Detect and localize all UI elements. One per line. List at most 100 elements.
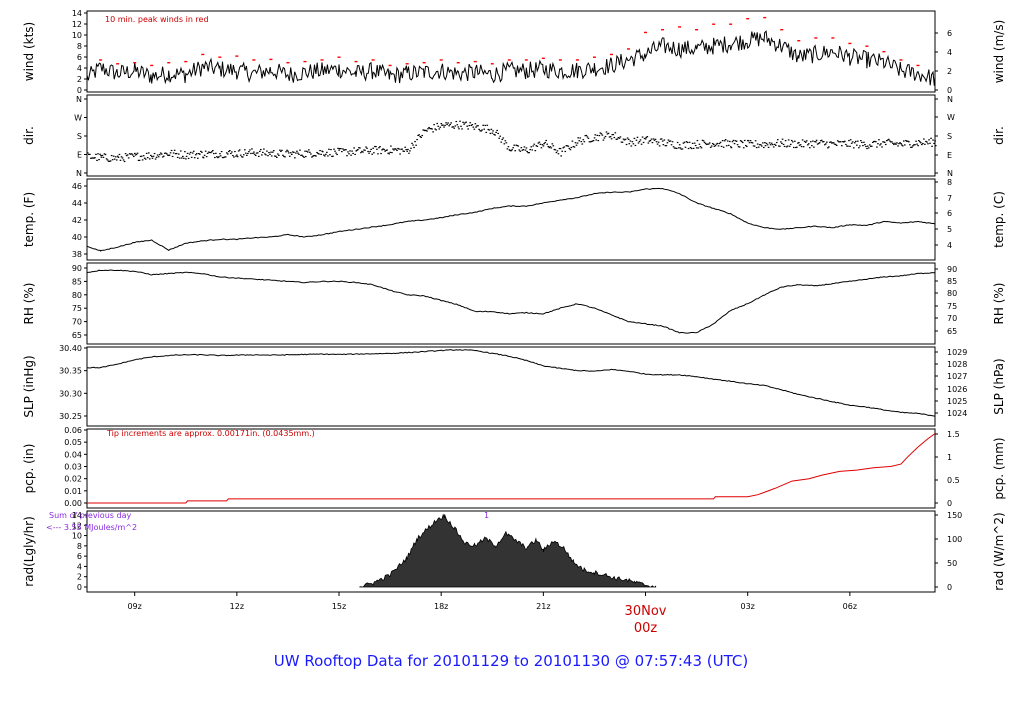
direction-point — [870, 145, 873, 147]
panel-temp: temp. (F) temp. (C) 38 40 42 44 46 4 5 6 7 8 — [22, 178, 1006, 261]
direction-point — [572, 145, 575, 148]
x-tick-label: 09z — [127, 602, 141, 611]
direction-point — [796, 146, 798, 148]
direction-point — [342, 148, 344, 150]
direction-point — [157, 156, 160, 158]
direction-point — [829, 141, 831, 143]
direction-point — [177, 153, 180, 155]
direction-point — [94, 157, 96, 159]
direction-point — [599, 132, 602, 134]
direction-point — [120, 156, 123, 158]
direction-point — [918, 141, 921, 143]
direction-point — [308, 149, 310, 151]
direction-point — [158, 154, 161, 156]
direction-point — [481, 129, 483, 131]
peak-wind-mark — [337, 56, 341, 58]
panel-frame — [86, 262, 936, 345]
direction-point — [504, 140, 507, 142]
direction-point — [705, 143, 708, 145]
x-tick-label: 18z — [434, 602, 448, 611]
direction-point — [412, 144, 414, 146]
direction-point — [526, 150, 528, 153]
direction-point — [542, 145, 545, 147]
direction-point — [223, 156, 226, 158]
direction-point — [501, 138, 504, 141]
direction-point — [664, 145, 667, 147]
direction-point — [843, 141, 845, 143]
y-tick-label-left: 40 — [72, 233, 82, 242]
direction-point — [782, 143, 785, 146]
direction-point — [497, 132, 499, 135]
direction-point — [272, 150, 275, 152]
direction-point — [463, 123, 465, 125]
direction-point — [292, 151, 294, 153]
direction-point — [812, 140, 814, 142]
direction-point — [364, 149, 366, 151]
direction-point — [760, 145, 763, 147]
peak-wind-mark — [865, 45, 869, 47]
direction-point — [928, 139, 930, 141]
direction-point — [753, 145, 756, 147]
direction-point — [540, 147, 543, 149]
direction-point — [652, 138, 655, 140]
direction-point — [569, 149, 572, 151]
direction-point — [337, 147, 339, 149]
peak-wind-mark — [592, 56, 596, 58]
direction-point — [574, 142, 577, 144]
direction-point — [606, 133, 609, 135]
direction-point — [834, 143, 837, 146]
direction-point — [659, 138, 662, 140]
direction-point — [905, 139, 907, 142]
direction-point — [242, 154, 245, 156]
direction-point — [750, 141, 753, 144]
direction-point — [371, 153, 373, 155]
direction-point — [909, 144, 911, 146]
direction-point — [130, 153, 133, 155]
direction-point — [249, 149, 251, 151]
y-axis-label-right: RH (%) — [992, 283, 1006, 325]
y-axis-label-right: SLP (hPa) — [992, 358, 1006, 414]
direction-point — [733, 143, 736, 145]
direction-point — [319, 149, 321, 152]
direction-point — [363, 149, 365, 151]
direction-point — [586, 136, 589, 138]
direction-point — [173, 149, 176, 151]
direction-point — [520, 147, 523, 149]
direction-point — [747, 140, 750, 142]
direction-point — [543, 143, 545, 145]
direction-point — [131, 154, 134, 156]
peak-wind-mark — [814, 37, 818, 39]
direction-point — [897, 145, 899, 147]
direction-point — [628, 143, 631, 145]
y-tick-label-left: 0.05 — [64, 438, 82, 447]
direction-point — [426, 130, 428, 132]
direction-point — [452, 126, 455, 128]
direction-point — [563, 146, 566, 148]
direction-point — [726, 140, 729, 142]
direction-point — [895, 143, 897, 145]
direction-point — [617, 136, 620, 139]
direction-point — [269, 153, 271, 155]
direction-point — [629, 140, 632, 142]
direction-point — [553, 148, 556, 151]
pcp-series-line — [87, 433, 936, 504]
direction-point — [759, 144, 762, 146]
direction-point — [805, 140, 808, 142]
direction-point — [97, 153, 99, 155]
peak-wind-mark — [507, 59, 511, 61]
direction-point — [544, 141, 546, 144]
direction-point — [108, 160, 111, 162]
direction-point — [234, 150, 236, 153]
direction-point — [755, 146, 758, 149]
direction-point — [482, 124, 484, 126]
direction-point — [716, 142, 719, 145]
direction-point — [96, 159, 98, 162]
y-tick-label-left: 4 — [77, 562, 82, 571]
direction-point — [850, 142, 853, 144]
direction-point — [864, 144, 866, 146]
direction-point — [756, 143, 759, 145]
direction-point — [219, 155, 222, 157]
direction-point — [156, 154, 159, 156]
direction-point — [100, 156, 103, 158]
direction-point — [902, 140, 905, 142]
